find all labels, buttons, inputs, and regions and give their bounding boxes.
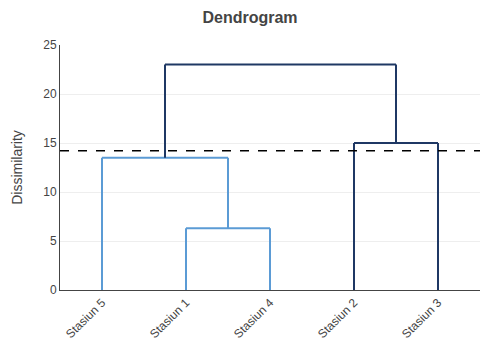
svg-text:5: 5 [50,234,57,248]
svg-text:Stasiun 3: Stasiun 3 [399,296,445,342]
svg-text:0: 0 [50,283,57,297]
svg-text:10: 10 [43,185,57,199]
svg-text:Stasiun 2: Stasiun 2 [315,296,361,342]
svg-text:Dissimilarity: Dissimilarity [9,130,25,205]
svg-text:20: 20 [43,87,57,101]
svg-text:Dendrogram: Dendrogram [202,9,297,26]
svg-text:15: 15 [43,136,57,150]
svg-text:Stasiun 5: Stasiun 5 [63,296,109,342]
svg-text:25: 25 [43,38,57,52]
svg-text:Stasiun 4: Stasiun 4 [231,296,277,342]
svg-text:Stasiun 1: Stasiun 1 [147,296,193,342]
